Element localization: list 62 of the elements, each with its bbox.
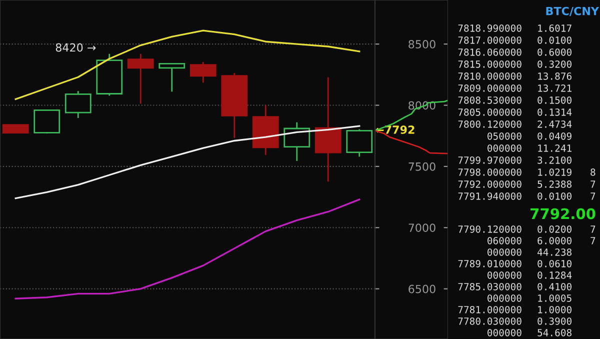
y-tick-label: 7000 (408, 224, 436, 232)
category-label: 7818.990000 (458, 24, 522, 32)
text: 13.721 (538, 84, 572, 92)
category-label: 7 (590, 226, 596, 233)
category-label: 060000 (488, 236, 522, 244)
category-label: 7816.060000 (458, 48, 522, 56)
text: 0.0100 (538, 36, 572, 44)
category-label: 7791.940000 (458, 192, 522, 200)
text: 0.4100 (538, 282, 572, 290)
text: 44.238 (537, 248, 572, 256)
category-label: 7808.530000 (458, 96, 522, 104)
category-label: 000000 (488, 144, 522, 152)
category-label: 7781.000000 (458, 306, 522, 314)
text: 1.0219 (538, 168, 572, 176)
category-label: 000000 (488, 271, 522, 279)
category-label: 7810.000000 (458, 72, 522, 80)
category-label: 7800.120000 (458, 120, 522, 128)
category-label: 7789.010000 (458, 260, 522, 268)
text: 13.876 (538, 72, 572, 80)
category-label: 7780.030000 (458, 317, 522, 325)
text: 0.6000 (538, 48, 572, 56)
text: 2.4734 (538, 120, 572, 128)
category-label: 7805.000000 (458, 108, 522, 116)
category-label: 7817.000000 (458, 36, 522, 44)
text: 0.0100 (538, 192, 572, 200)
text: 0.0200 (538, 225, 572, 233)
y-tick-label: 7500 (408, 162, 436, 171)
text: 7792.00 (530, 208, 596, 220)
text: 0.1500 (538, 96, 572, 104)
category-label: 7790.120000 (458, 225, 522, 233)
annotation: 8420 → (56, 43, 96, 52)
text: 0.0610 (538, 260, 572, 268)
text: 0.1284 (538, 271, 572, 279)
category-label: 000000 (488, 328, 522, 336)
category-label: 050000 (488, 132, 522, 140)
text: 54.608 (538, 328, 572, 336)
category-label: 7785.030000 (458, 282, 522, 290)
category-label: 7809.000000 (458, 84, 522, 92)
category-label: 7 (590, 192, 596, 200)
text: 0.3200 (538, 60, 572, 68)
category-label: 7 (590, 180, 596, 188)
text: 3.2100 (538, 156, 572, 164)
category-label: 000000 (488, 248, 522, 256)
y-tick-label: 8500 (408, 40, 436, 48)
text: 5.2388 (538, 180, 572, 188)
category-label: 7815.000000 (458, 60, 522, 68)
text: 0.1314 (538, 108, 572, 116)
y-tick-label: 6500 (408, 284, 436, 294)
category-label: 7 (590, 237, 596, 244)
category-label: 000000 (488, 294, 522, 302)
text: 1.0005 (538, 294, 572, 302)
text: BTC/CNY (546, 6, 600, 16)
text: 6.0000 (538, 236, 572, 244)
category-label: 7792.000000 (458, 180, 522, 188)
text: 11.241 (538, 144, 572, 152)
text: 1.6017 (538, 24, 572, 32)
text: 1.0000 (538, 306, 572, 314)
category-label: 7798.000000 (458, 168, 522, 176)
category-label: 7799.970000 (458, 156, 522, 164)
text: 0.3900 (538, 317, 572, 325)
category-label: 8 (590, 168, 596, 176)
text: 0.0409 (538, 132, 572, 140)
